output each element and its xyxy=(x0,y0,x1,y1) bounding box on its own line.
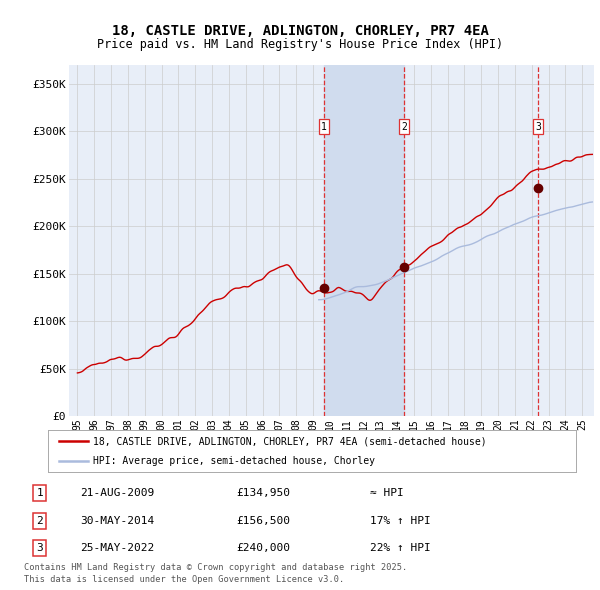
Text: 30-MAY-2014: 30-MAY-2014 xyxy=(80,516,154,526)
Text: Price paid vs. HM Land Registry's House Price Index (HPI): Price paid vs. HM Land Registry's House … xyxy=(97,38,503,51)
Text: 18, CASTLE DRIVE, ADLINGTON, CHORLEY, PR7 4EA: 18, CASTLE DRIVE, ADLINGTON, CHORLEY, PR… xyxy=(112,24,488,38)
Text: ≈ HPI: ≈ HPI xyxy=(370,489,404,499)
Text: 22% ↑ HPI: 22% ↑ HPI xyxy=(370,543,431,553)
Text: 3: 3 xyxy=(535,122,541,132)
Text: 2: 2 xyxy=(36,516,43,526)
Text: £156,500: £156,500 xyxy=(236,516,290,526)
Text: 18, CASTLE DRIVE, ADLINGTON, CHORLEY, PR7 4EA (semi-detached house): 18, CASTLE DRIVE, ADLINGTON, CHORLEY, PR… xyxy=(93,437,487,447)
Bar xyxy=(324,65,404,416)
Text: £134,950: £134,950 xyxy=(236,489,290,499)
Text: 2: 2 xyxy=(401,122,407,132)
Text: 3: 3 xyxy=(36,543,43,553)
Text: 1: 1 xyxy=(321,122,327,132)
Text: HPI: Average price, semi-detached house, Chorley: HPI: Average price, semi-detached house,… xyxy=(93,457,375,466)
Text: This data is licensed under the Open Government Licence v3.0.: This data is licensed under the Open Gov… xyxy=(24,575,344,584)
Text: 1: 1 xyxy=(36,489,43,499)
Text: 21-AUG-2009: 21-AUG-2009 xyxy=(80,489,154,499)
Text: 25-MAY-2022: 25-MAY-2022 xyxy=(80,543,154,553)
Text: 17% ↑ HPI: 17% ↑ HPI xyxy=(370,516,431,526)
Text: £240,000: £240,000 xyxy=(236,543,290,553)
Text: Contains HM Land Registry data © Crown copyright and database right 2025.: Contains HM Land Registry data © Crown c… xyxy=(24,563,407,572)
